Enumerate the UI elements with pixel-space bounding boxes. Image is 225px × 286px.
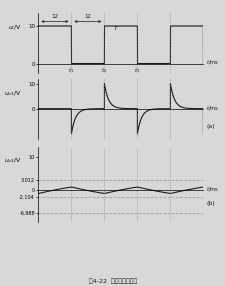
Text: $t$/ms: $t$/ms (205, 185, 218, 193)
Text: $t_2$: $t_2$ (101, 66, 107, 75)
Text: 图4-22  各时电压波形图: 图4-22 各时电压波形图 (88, 279, 137, 284)
Text: 12: 12 (51, 14, 58, 19)
Y-axis label: $u_{o1}$/V: $u_{o1}$/V (4, 89, 22, 98)
Text: (a): (a) (205, 124, 214, 129)
Text: $T$: $T$ (112, 24, 118, 32)
Y-axis label: $u_i$/V: $u_i$/V (8, 23, 22, 32)
Text: $t_1$: $t_1$ (68, 66, 74, 75)
Y-axis label: $u_{o2}$/V: $u_{o2}$/V (4, 156, 22, 165)
Text: (b): (b) (205, 201, 214, 206)
Text: $t$/ms: $t$/ms (205, 58, 218, 66)
Text: $t_3$: $t_3$ (134, 66, 140, 75)
Text: 12: 12 (84, 14, 91, 19)
Text: $t$/ms: $t$/ms (205, 104, 218, 112)
